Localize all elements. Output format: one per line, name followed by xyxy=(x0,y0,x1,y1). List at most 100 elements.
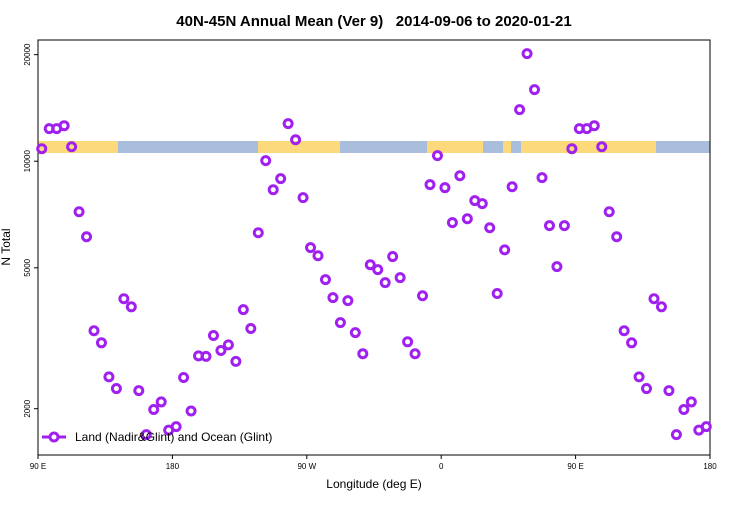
data-point xyxy=(155,396,167,408)
data-point xyxy=(641,383,653,395)
data-point xyxy=(58,120,70,132)
data-point xyxy=(633,371,645,383)
x-axis-label: Longitude (deg E) xyxy=(326,477,421,491)
data-point xyxy=(36,143,48,155)
data-point xyxy=(148,403,160,415)
data-point xyxy=(319,274,331,286)
y-axis-label: N Total xyxy=(0,228,13,265)
data-point xyxy=(140,429,152,441)
data-point xyxy=(499,244,511,256)
data-point xyxy=(342,295,354,307)
data-point xyxy=(237,304,249,316)
data-point xyxy=(431,150,443,162)
data-point xyxy=(402,336,414,348)
data-point xyxy=(66,141,78,153)
data-point xyxy=(506,181,518,193)
data-point xyxy=(230,355,242,367)
land-band xyxy=(427,141,483,153)
data-point xyxy=(387,251,399,263)
data-point xyxy=(297,192,309,204)
data-point xyxy=(357,348,369,360)
data-point xyxy=(611,231,623,243)
data-point xyxy=(260,155,272,167)
data-point xyxy=(290,134,302,146)
data-point xyxy=(424,179,436,191)
data-point xyxy=(110,383,122,395)
data-point xyxy=(103,371,115,383)
data-point xyxy=(133,385,145,397)
plot-frame xyxy=(37,39,711,456)
data-point xyxy=(267,184,279,196)
data-point xyxy=(648,293,660,305)
data-point xyxy=(521,48,533,60)
chart-title: 40N-45N Annual Mean (Ver 9) 2014-09-06 t… xyxy=(176,13,571,30)
data-point xyxy=(222,339,234,351)
data-point xyxy=(305,242,317,254)
data-point xyxy=(514,104,526,116)
x-tick-label: 0 xyxy=(439,462,444,471)
data-point xyxy=(663,385,675,397)
data-point xyxy=(327,292,339,304)
land-band xyxy=(258,141,340,153)
data-point xyxy=(200,350,212,362)
data-point xyxy=(379,277,391,289)
data-point xyxy=(312,250,324,262)
data-point xyxy=(81,231,93,243)
data-point xyxy=(372,264,384,276)
data-point xyxy=(700,421,712,433)
data-point xyxy=(349,327,361,339)
data-point xyxy=(446,217,458,229)
data-point xyxy=(655,301,667,313)
data-point xyxy=(596,141,608,153)
data-point xyxy=(551,261,563,273)
data-point xyxy=(275,173,287,185)
data-point xyxy=(95,337,107,349)
data-point xyxy=(454,170,466,182)
data-point xyxy=(670,429,682,441)
legend-marker xyxy=(48,431,60,443)
x-tick-label: 90 W xyxy=(297,462,316,471)
data-point xyxy=(461,213,473,225)
data-point xyxy=(245,322,257,334)
legend-item: Land (Nadir&Glint) and Ocean (Glint) xyxy=(42,430,272,444)
data-point xyxy=(626,337,638,349)
data-point xyxy=(685,396,697,408)
data-point xyxy=(252,227,264,239)
data-point xyxy=(409,348,421,360)
data-point xyxy=(364,259,376,271)
y-tick-label: 20000 xyxy=(23,43,32,66)
land-ocean-strip xyxy=(38,141,710,153)
data-point xyxy=(394,272,406,284)
data-point xyxy=(566,143,578,155)
data-point xyxy=(215,345,227,357)
data-point xyxy=(476,198,488,210)
x-tick-label: 90 E xyxy=(30,462,46,471)
data-point xyxy=(282,118,294,130)
data-point xyxy=(543,220,555,232)
data-point xyxy=(536,172,548,184)
data-point xyxy=(678,403,690,415)
data-point xyxy=(618,325,630,337)
legend-label: Land (Nadir&Glint) and Ocean (Glint) xyxy=(75,430,272,444)
data-point xyxy=(417,290,429,302)
data-point xyxy=(491,288,503,300)
data-point xyxy=(558,220,570,232)
land-band xyxy=(38,141,118,153)
data-point xyxy=(125,301,137,313)
data-point xyxy=(178,371,190,383)
data-point xyxy=(439,182,451,194)
data-point xyxy=(484,222,496,234)
y-tick-label: 2000 xyxy=(23,399,32,417)
data-point xyxy=(88,325,100,337)
data-point xyxy=(207,329,219,341)
land-band xyxy=(521,141,656,153)
x-tick-label: 90 E xyxy=(567,462,583,471)
data-point xyxy=(334,317,346,329)
data-point xyxy=(73,206,85,218)
data-point xyxy=(529,84,541,96)
x-tick-label: 180 xyxy=(703,462,717,471)
data-point xyxy=(588,120,600,132)
data-point xyxy=(185,405,197,417)
